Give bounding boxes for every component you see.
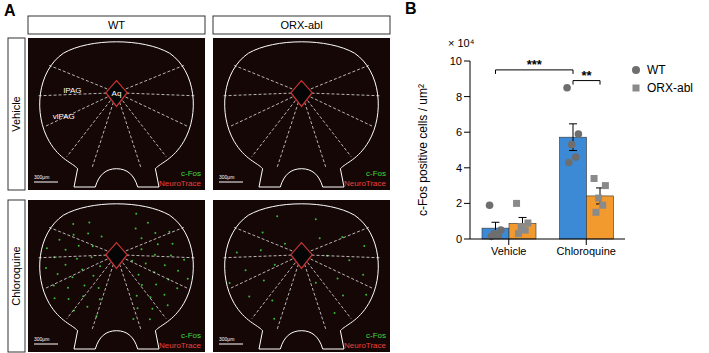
svg-text:Chloroquine: Chloroquine [557, 245, 616, 257]
svg-text:WT: WT [108, 19, 125, 31]
svg-text:10: 10 [450, 55, 462, 67]
svg-text:lPAG: lPAG [63, 86, 81, 95]
html-text:× 10⁴: × 10⁴ [448, 37, 475, 49]
svg-text:vlPAG: vlPAG [53, 112, 75, 121]
svg-text:0: 0 [456, 233, 462, 245]
svg-text:300μm: 300μm [34, 174, 49, 180]
svg-text:NeuroTrace: NeuroTrace [344, 179, 386, 188]
svg-text:Chloroquine: Chloroquine [10, 246, 22, 305]
svg-text:***: *** [527, 57, 543, 72]
svg-text:A: A [4, 2, 16, 19]
svg-text:Vehicle: Vehicle [10, 96, 22, 131]
svg-text:2: 2 [456, 197, 462, 209]
svg-text:c-Fos: c-Fos [181, 331, 201, 340]
svg-text:300μm: 300μm [219, 336, 234, 342]
svg-text:c-Fos: c-Fos [366, 331, 386, 340]
svg-text:c-Fos: c-Fos [181, 169, 201, 178]
svg-text:8: 8 [456, 91, 462, 103]
svg-text:NeuroTrace: NeuroTrace [344, 341, 386, 350]
svg-text:4: 4 [456, 162, 462, 174]
html-text:c-Fos positive cells / um²: c-Fos positive cells / um² [416, 84, 430, 216]
svg-text:**: ** [581, 68, 592, 83]
svg-text:Vehicle: Vehicle [491, 245, 526, 257]
svg-text:Aq: Aq [112, 89, 122, 98]
svg-text:c-Fos: c-Fos [366, 169, 386, 178]
svg-text:300μm: 300μm [219, 174, 234, 180]
html-text:B: B [405, 0, 417, 17]
html-text:ORX-abl: ORX-abl [647, 81, 693, 95]
svg-text:300μm: 300μm [34, 336, 49, 342]
svg-text:NeuroTrace: NeuroTrace [159, 341, 201, 350]
svg-text:6: 6 [456, 126, 462, 138]
html-text:WT: WT [647, 63, 666, 77]
svg-text:ORX-abl: ORX-abl [280, 19, 322, 31]
svg-text:NeuroTrace: NeuroTrace [159, 179, 201, 188]
